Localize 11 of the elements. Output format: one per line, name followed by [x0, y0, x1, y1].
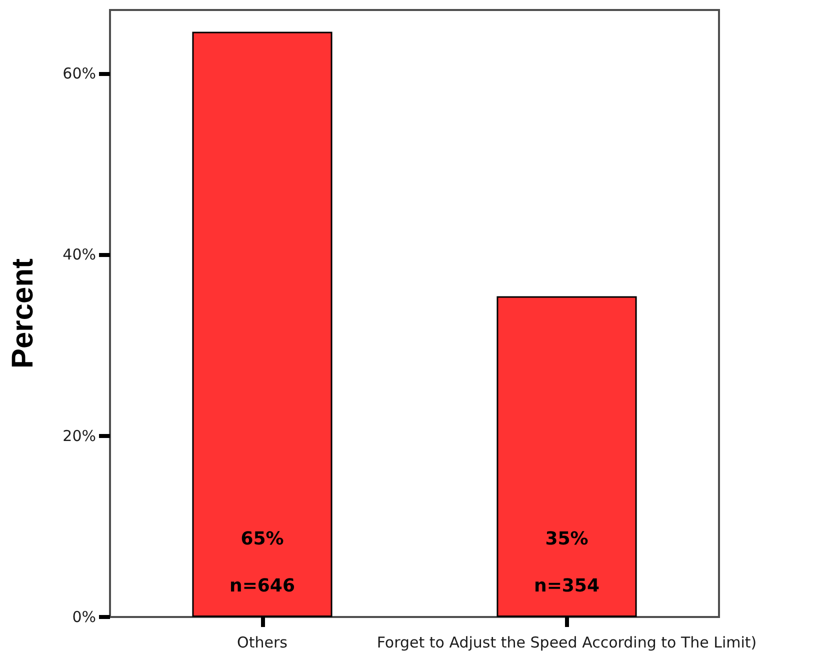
y-tick-label: 0% — [72, 608, 96, 626]
data-label: 65% — [240, 528, 284, 550]
y-tick-label: 40% — [62, 246, 96, 264]
y-tick-label: 60% — [62, 64, 96, 82]
annotation: n=646 — [230, 576, 295, 596]
data-label: 35% — [545, 528, 588, 550]
y-axis-title: Percent — [6, 258, 40, 369]
y-tick-label: 20% — [62, 426, 96, 445]
x-tick-label: Others — [237, 634, 288, 652]
annotation: n=354 — [534, 576, 600, 596]
x-tick-label: Forget to Adjust the Speed According to The Limit) — [376, 634, 757, 652]
